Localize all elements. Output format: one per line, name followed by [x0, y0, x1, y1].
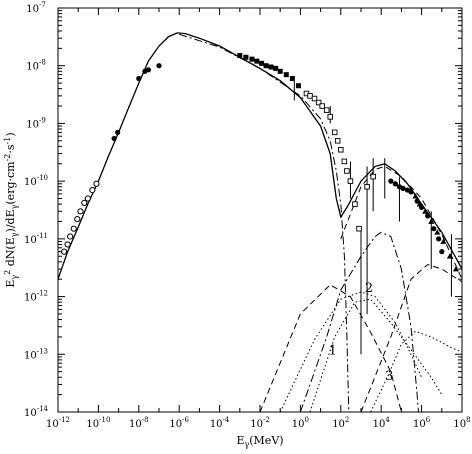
data-point-filled-circle	[400, 185, 406, 191]
error-bars-layer	[293, 80, 452, 355]
data-point-filled-circle	[439, 249, 445, 255]
data-point-filled-square	[283, 72, 289, 78]
plot-frame	[57, 7, 463, 413]
data-point-open-square	[370, 173, 376, 180]
data-point-open-circle	[64, 241, 71, 248]
data-point-filled-triangle	[412, 193, 419, 199]
model-curve-dashed	[360, 263, 463, 413]
data-point-open-square	[341, 158, 348, 165]
data-point-filled-circle	[136, 75, 142, 82]
data-point-open-square	[323, 107, 330, 113]
data-point-filled-square	[254, 58, 260, 64]
data-point-open-circle	[67, 233, 74, 240]
data-point-open-square	[334, 138, 341, 144]
data-point-open-square	[319, 103, 325, 109]
data-point-filled-square	[259, 60, 265, 66]
model-curve-dotted	[309, 298, 443, 413]
data-point-open-square	[327, 114, 333, 120]
data-point-open-circle	[70, 225, 77, 232]
data-point-open-circle	[81, 199, 88, 206]
x-axis-label: Eγ(MeV)	[236, 434, 283, 449]
data-point-filled-circle	[436, 236, 442, 242]
data-point-filled-square	[289, 76, 295, 82]
data-point-open-circle	[74, 215, 81, 223]
data-point-filled-triangle	[434, 229, 441, 235]
data-point-filled-square	[295, 83, 301, 89]
data-point-open-square	[356, 225, 362, 232]
data-point-filled-square	[243, 54, 249, 60]
data-point-filled-circle	[145, 67, 152, 73]
data-point-filled-square	[268, 64, 274, 70]
data-point-open-circle	[77, 208, 84, 215]
data-point-filled-square	[273, 65, 279, 71]
data-point-filled-circle	[414, 198, 420, 204]
data-point-filled-circle	[392, 181, 398, 187]
data-point-filled-circle	[425, 213, 431, 219]
data-point-open-square	[311, 95, 318, 102]
data-point-filled-triangle	[416, 201, 423, 207]
model-curve-dashed	[340, 165, 463, 280]
data-point-open-square	[352, 201, 358, 207]
data-point-filled-circle	[111, 135, 117, 142]
data-point-open-square	[315, 99, 322, 106]
data-point-filled-square	[277, 68, 283, 74]
curve-label: 1	[329, 343, 337, 358]
data-point-open-square	[344, 168, 350, 174]
data-point-filled-triangle	[446, 253, 453, 259]
data-point-filled-triangle	[422, 208, 429, 214]
data-point-open-square	[347, 178, 354, 184]
data-point-open-square	[331, 129, 338, 136]
data-point-filled-triangle	[408, 187, 415, 193]
data-point-filled-triangle	[428, 218, 435, 224]
annotations-layer: 1 2 3	[329, 281, 394, 384]
data-point-filled-square	[249, 56, 255, 62]
data-point-open-circle	[93, 180, 100, 187]
data-point-open-square	[364, 183, 370, 190]
data-point-filled-circle	[388, 178, 394, 184]
data-point-open-square	[307, 93, 313, 99]
data-point-open-circle	[84, 195, 91, 202]
data-point-filled-square	[237, 53, 243, 59]
data-point-open-circle	[60, 248, 68, 255]
data-point-filled-circle	[115, 129, 121, 135]
data-point-open-square	[338, 146, 344, 153]
curve-label: 3	[385, 369, 393, 384]
data-point-filled-square	[263, 63, 269, 69]
model-curve-dotted	[370, 330, 463, 413]
data-point-filled-circle	[156, 63, 162, 69]
y-axis-label: Eγ2 dN(Eγ)/dEγ(erg·cm-2·s-1)	[3, 132, 19, 287]
data-point-open-circle	[89, 186, 96, 194]
curve-label: 2	[365, 281, 373, 296]
model-curve-dashed	[259, 284, 402, 413]
markers-layer	[60, 53, 459, 272]
ticks-layer	[57, 7, 463, 413]
data-point-filled-circle	[431, 226, 437, 232]
data-point-filled-triangle	[440, 238, 447, 244]
data-point-filled-triangle	[452, 266, 459, 272]
model-curve-dotted	[279, 291, 423, 413]
